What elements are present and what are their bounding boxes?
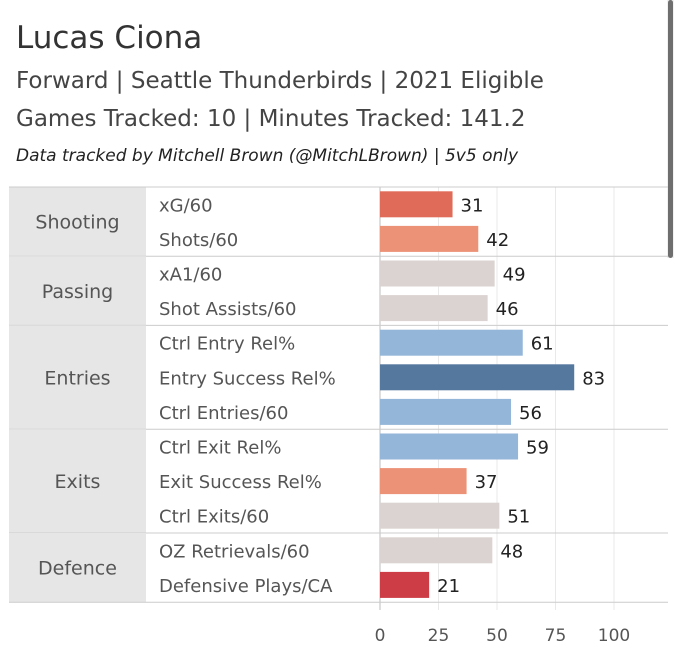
scrollbar-thumb[interactable]	[668, 0, 673, 258]
metric-label: Shots/60	[159, 230, 238, 251]
metric-label: xA1/60	[159, 265, 222, 286]
group-header-cell	[9, 187, 146, 257]
metric-bar	[380, 191, 453, 218]
metric-bar	[380, 398, 512, 425]
metric-bar	[380, 537, 493, 564]
metric-value-label: 46	[496, 299, 519, 320]
metric-bar	[380, 260, 495, 287]
metric-label: xG/60	[159, 195, 213, 216]
group-label: Passing	[42, 281, 113, 303]
metric-bar	[380, 329, 523, 356]
metric-value-label: 61	[531, 334, 554, 355]
tracking-summary-subtitle: Games Tracked: 10 | Minutes Tracked: 141…	[16, 106, 526, 132]
x-tick-label: 25	[428, 626, 450, 646]
metric-value-label: 21	[437, 576, 460, 597]
metric-label: Defensive Plays/CA	[159, 576, 333, 597]
metric-value-label: 83	[582, 368, 605, 389]
metric-value-label: 56	[519, 403, 542, 424]
player-info-subtitle: Forward | Seattle Thunderbirds | 2021 El…	[16, 68, 544, 94]
data-credit-note: Data tracked by Mitchell Brown (@MitchLB…	[16, 146, 519, 166]
metric-value-label: 49	[503, 265, 526, 286]
group-label: Defence	[38, 558, 117, 580]
metric-value-label: 37	[475, 472, 498, 493]
metric-label: Ctrl Entries/60	[159, 403, 288, 424]
group-label: Exits	[55, 471, 101, 493]
metric-label: Ctrl Entry Rel%	[159, 334, 295, 355]
metric-label: Ctrl Exit Rel%	[159, 438, 281, 459]
x-tick-label: 75	[545, 626, 567, 646]
x-tick-label: 50	[486, 626, 508, 646]
metric-label: OZ Retrievals/60	[159, 541, 310, 562]
group-header-cell	[9, 533, 146, 603]
group-label: Shooting	[35, 212, 119, 234]
player-name-title: Lucas Ciona	[16, 20, 203, 56]
metric-value-label: 48	[500, 541, 523, 562]
metric-bar	[380, 502, 500, 529]
x-tick-label: 0	[375, 626, 386, 646]
metric-label: Shot Assists/60	[159, 299, 296, 320]
metric-label: Entry Success Rel%	[159, 368, 336, 389]
group-header-cell	[9, 325, 146, 430]
group-label: Entries	[44, 367, 110, 389]
group-header-cell	[9, 429, 146, 533]
metric-bar	[380, 468, 467, 495]
metric-bar	[380, 433, 519, 460]
metric-value-label: 31	[461, 195, 484, 216]
metric-bar	[380, 225, 479, 252]
metric-bar	[380, 295, 488, 322]
metric-value-label: 51	[507, 507, 530, 528]
x-tick-label: 100	[598, 626, 630, 646]
metric-value-label: 42	[486, 230, 509, 251]
metric-label: Exit Success Rel%	[159, 472, 322, 493]
metric-bar	[380, 364, 575, 391]
metric-label: Ctrl Exits/60	[159, 507, 269, 528]
metric-value-label: 59	[526, 438, 549, 459]
group-header-cell	[9, 256, 146, 326]
metric-bar	[380, 571, 430, 598]
